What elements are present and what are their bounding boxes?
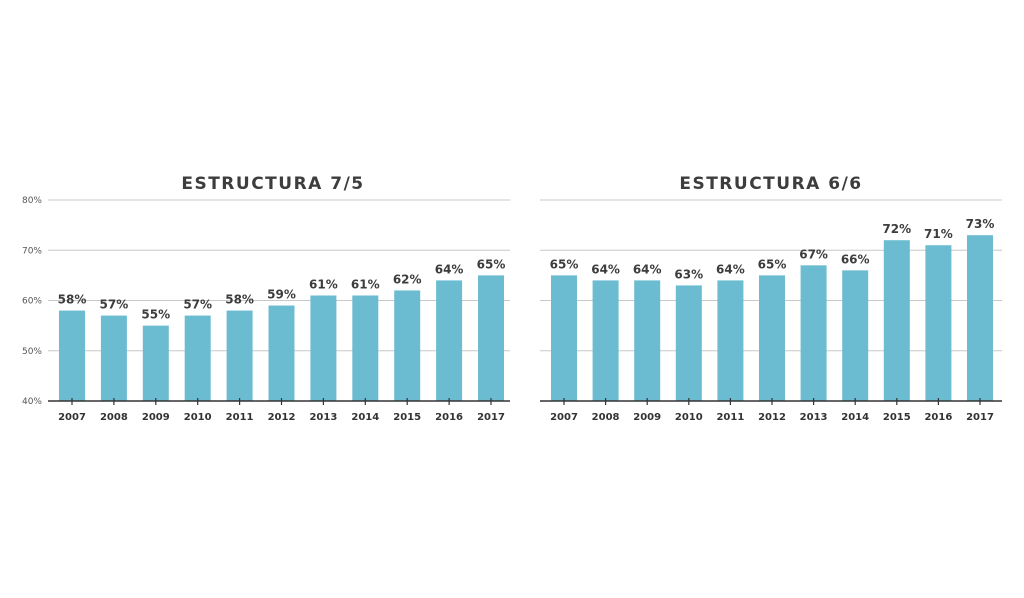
y-tick-label: 60%	[22, 297, 42, 307]
data-label: 71%	[924, 227, 953, 241]
x-tick-label: 2009	[142, 412, 170, 423]
bar	[717, 280, 744, 401]
bar	[226, 310, 253, 401]
data-label: 73%	[966, 217, 995, 231]
bar	[800, 265, 827, 401]
y-tick-label: 40%	[22, 397, 42, 407]
bar	[310, 295, 337, 401]
bar	[184, 315, 211, 401]
x-tick-label: 2014	[841, 412, 869, 423]
x-tick-label: 2009	[633, 412, 661, 423]
bar	[634, 280, 661, 401]
x-tick-label: 2008	[592, 412, 620, 423]
x-tick-label: 2017	[477, 412, 505, 423]
data-label: 62%	[393, 272, 422, 286]
bar	[142, 325, 169, 401]
x-tick-label: 2015	[393, 412, 421, 423]
bar	[883, 240, 910, 401]
x-tick-label: 2014	[351, 412, 379, 423]
x-tick-label: 2008	[100, 412, 128, 423]
x-tick-label: 2013	[800, 412, 828, 423]
x-tick-label: 2010	[184, 412, 212, 423]
data-label: 65%	[477, 257, 506, 271]
x-tick-label: 2007	[550, 412, 578, 423]
x-tick-label: 2016	[924, 412, 952, 423]
data-label: 72%	[882, 222, 911, 236]
x-tick-label: 2015	[883, 412, 911, 423]
bar	[436, 280, 463, 401]
data-label: 65%	[758, 257, 787, 271]
bar	[551, 275, 577, 401]
x-tick-label: 2010	[675, 412, 703, 423]
data-label: 67%	[799, 247, 828, 261]
y-tick-label: 50%	[22, 347, 42, 357]
y-tick-label: 80%	[22, 196, 42, 206]
bar	[59, 310, 85, 401]
bar	[394, 290, 421, 401]
chart-title: ESTRUCTURA 6/6	[679, 174, 862, 194]
bar	[352, 295, 379, 401]
x-tick-label: 2011	[716, 412, 744, 423]
data-label: 64%	[435, 262, 464, 276]
data-label: 64%	[716, 262, 745, 276]
x-tick-label: 2016	[435, 412, 463, 423]
data-label: 58%	[58, 293, 87, 307]
data-label: 64%	[633, 262, 662, 276]
y-tick-label: 70%	[22, 246, 42, 256]
data-label: 59%	[267, 288, 296, 302]
x-tick-label: 2012	[758, 412, 786, 423]
data-label: 57%	[183, 298, 212, 312]
x-tick-label: 2017	[966, 412, 994, 423]
x-tick-label: 2007	[58, 412, 86, 423]
data-label: 61%	[351, 277, 380, 291]
x-tick-label: 2013	[309, 412, 337, 423]
data-label: 61%	[309, 277, 338, 291]
bar	[967, 235, 993, 401]
bar	[675, 285, 702, 401]
data-label: 57%	[100, 298, 129, 312]
x-tick-label: 2012	[268, 412, 296, 423]
bar	[592, 280, 619, 401]
data-label: 58%	[225, 293, 254, 307]
data-label: 64%	[591, 262, 620, 276]
data-label: 65%	[550, 257, 579, 271]
bar	[759, 275, 785, 401]
chart-title: ESTRUCTURA 7/5	[181, 174, 364, 194]
bar	[100, 315, 127, 401]
data-label: 66%	[841, 252, 870, 266]
bar	[478, 275, 504, 401]
bar	[842, 270, 869, 401]
x-tick-label: 2011	[226, 412, 254, 423]
data-label: 63%	[674, 267, 703, 281]
bar	[268, 305, 295, 401]
data-label: 55%	[141, 308, 170, 322]
bar	[925, 245, 952, 401]
